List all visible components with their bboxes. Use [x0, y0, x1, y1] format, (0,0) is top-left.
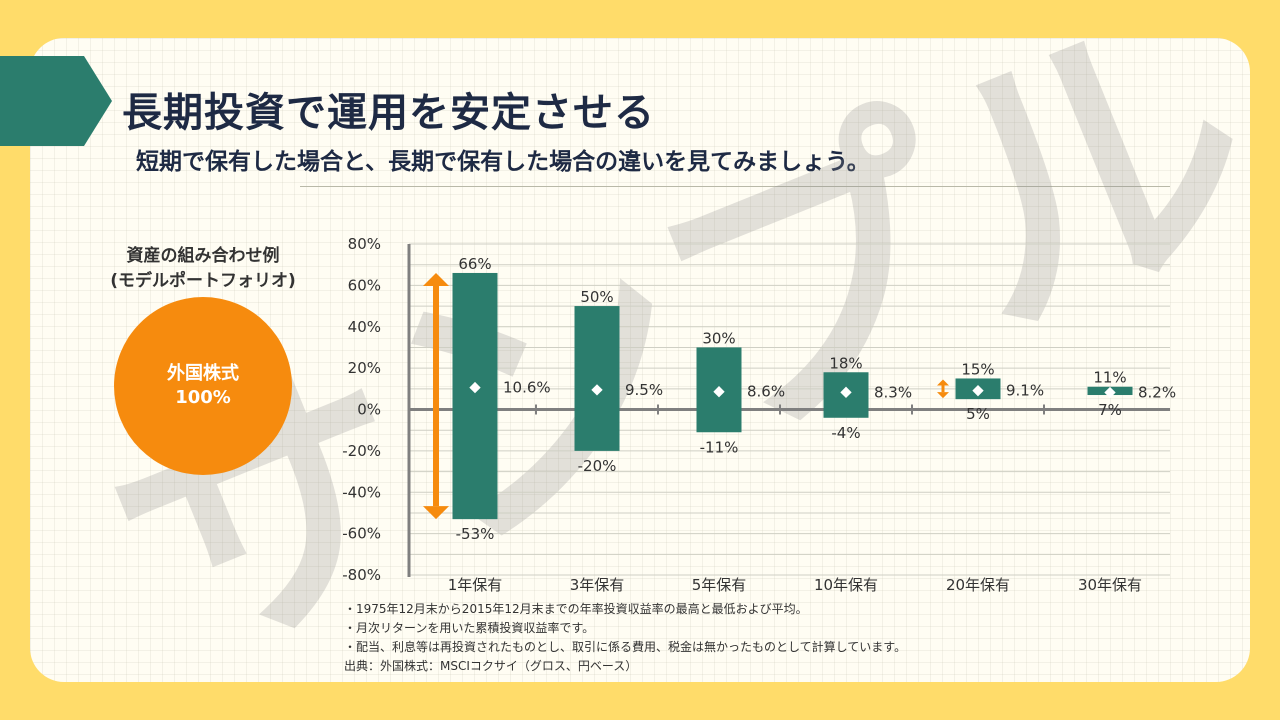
min-label: -53% [456, 525, 495, 543]
footnotes: ・1975年12月末から2015年12月末までの年率投資収益率の最高と最低および… [344, 600, 906, 676]
footnote-3: ・配当、利息等は再投資されたものとし、取引に係る費用、税金は無かったものとして計… [344, 640, 907, 654]
min-label: 5% [966, 405, 990, 423]
range-arrow-head-down [423, 506, 449, 520]
min-label: -20% [578, 457, 617, 475]
average-marker [972, 385, 984, 397]
portfolio-pie-label: 外国株式 100% [114, 362, 292, 410]
y-tick-label: 80% [348, 235, 381, 253]
average-label: 10.6% [503, 379, 551, 397]
average-label: 8.3% [874, 383, 912, 401]
max-label: 66% [458, 255, 491, 273]
category-label: 10年保有 [814, 576, 878, 594]
range-arrow-head-down [937, 392, 949, 399]
y-tick-label: -40% [342, 483, 381, 501]
range-arrow-head-up [423, 272, 449, 286]
max-label: 11% [1093, 369, 1126, 387]
y-tick-label: 0% [357, 401, 381, 419]
average-marker [1104, 386, 1116, 399]
page-title: 長期投資で運用を安定させる [122, 90, 655, 136]
max-label: 15% [961, 360, 994, 378]
pie-asset-share: 100% [175, 387, 231, 408]
average-marker [840, 386, 852, 398]
y-tick-label: 60% [348, 276, 381, 294]
y-tick-label: -20% [342, 442, 381, 460]
footnote-source: 出典：外国株式：MSCIコクサイ（グロス、円ベース） [344, 659, 638, 673]
average-label: 8.2% [1138, 384, 1176, 402]
category-label: 1年保有 [448, 576, 503, 594]
min-label: -11% [700, 438, 739, 456]
portfolio-pie [114, 297, 292, 475]
average-label: 8.6% [747, 383, 785, 401]
divider [300, 186, 1170, 187]
average-marker [713, 386, 725, 398]
max-label: 50% [580, 288, 613, 306]
category-label: 5年保有 [692, 576, 747, 594]
category-label: 3年保有 [570, 576, 625, 594]
average-marker [469, 381, 481, 394]
min-label: -4% [831, 424, 860, 442]
page-subtitle: 短期で保有した場合と、長期で保有した場合の違いを見てみましょう。 [136, 149, 870, 175]
footnote-1: ・1975年12月末から2015年12月末までの年率投資収益率の最高と最低および… [344, 602, 808, 616]
y-tick-label: 40% [348, 318, 381, 336]
average-label: 9.1% [1006, 382, 1044, 400]
category-label: 30年保有 [1078, 576, 1142, 594]
category-label: 20年保有 [946, 576, 1010, 594]
footnote-2: ・月次リターンを用いた累積投資収益率です。 [344, 621, 595, 635]
range-bar [452, 272, 498, 520]
pie-asset-name: 外国株式 [167, 363, 239, 384]
y-tick-label: 20% [348, 359, 381, 377]
range-bar [574, 306, 620, 451]
max-label: 30% [702, 329, 735, 347]
portfolio-title: 資産の組み合わせ例 (モデルポートフォリオ) [100, 244, 306, 294]
portfolio-title-line1: 資産の組み合わせ例 [126, 246, 280, 266]
y-tick-label: -60% [342, 525, 381, 543]
portfolio-title-line2: (モデルポートフォリオ) [110, 271, 296, 291]
slide-card [30, 38, 1250, 682]
average-marker [591, 384, 603, 396]
max-label: 18% [829, 354, 862, 372]
range-arrow-head-up [937, 379, 949, 386]
min-label: 7% [1098, 401, 1122, 419]
average-label: 9.5% [625, 381, 663, 399]
y-tick-label: -80% [342, 566, 381, 584]
